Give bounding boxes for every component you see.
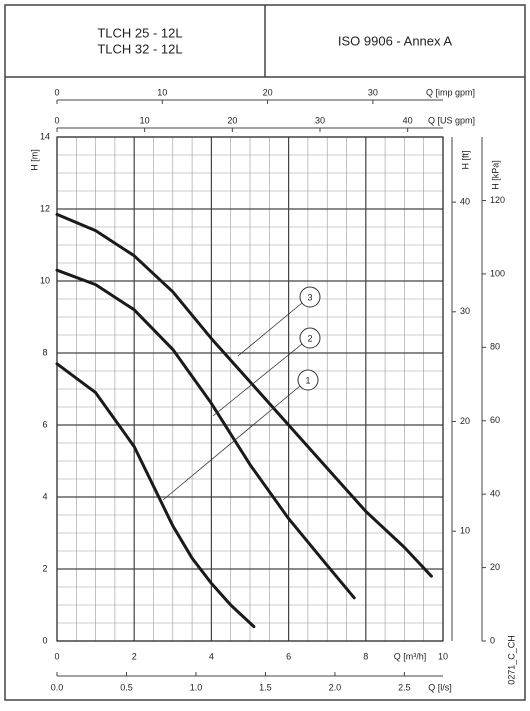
leader-line (237, 302, 303, 357)
tick-label: 0 (54, 87, 59, 97)
pump-curve (55, 212, 433, 578)
x-tick-label: 2 (132, 651, 137, 661)
tick-label: 30 (460, 306, 470, 316)
pump-curve (55, 362, 256, 629)
axis-label: H [ft] (460, 150, 470, 169)
leader-line (162, 385, 301, 501)
y-tick-label: 2 (42, 563, 47, 573)
y-tick-label: 8 (42, 347, 47, 357)
tick-label: 30 (368, 87, 378, 97)
axis-label: Q [US gpm] (428, 115, 475, 125)
model: TLCH 32 - 12L (97, 41, 182, 56)
y-tick-label: 0 (42, 635, 47, 645)
tick-label: 40 (460, 196, 470, 206)
y-axis-label: H [m] (29, 149, 39, 171)
model: TLCH 25 - 12L (97, 25, 182, 40)
callout-circle (299, 327, 321, 349)
plot-frame (56, 136, 444, 642)
x-axis-label: Q [m³/h] (394, 651, 427, 661)
curve-label: 2 (307, 333, 312, 343)
axis-label: Q [imp gpm] (426, 87, 475, 97)
code: 0271_C_CH (506, 635, 516, 685)
tick-label: 20 (263, 87, 273, 97)
tick-label: 20 (227, 115, 237, 125)
tick-label: 2.0 (329, 682, 342, 692)
tick-label: 0.0 (51, 682, 64, 692)
callout-circle (297, 369, 319, 391)
tick-label: 100 (490, 268, 505, 278)
standard: ISO 9906 - Annex A (338, 33, 453, 48)
tick-label: 20 (490, 562, 500, 572)
y-tick-label: 10 (40, 275, 50, 285)
tick-label: 30 (315, 115, 325, 125)
tick-label: 20 (460, 416, 470, 426)
x-tick-label: 6 (286, 651, 291, 661)
y-tick-label: 6 (42, 419, 47, 429)
y-tick-label: 12 (40, 203, 50, 213)
tick-label: 40 (490, 489, 500, 499)
x-tick-label: 10 (438, 651, 448, 661)
curve-label: 1 (305, 375, 310, 385)
tick-label: 0 (54, 115, 59, 125)
tick-label: 80 (490, 342, 500, 352)
tick-label: 10 (157, 87, 167, 97)
tick-label: 1.0 (190, 682, 203, 692)
axis-label: Q [l/s] (428, 682, 452, 692)
tick-label: 0 (490, 635, 495, 645)
callout-circle (299, 286, 321, 308)
x-tick-label: 8 (363, 651, 368, 661)
tick-label: 40 (403, 115, 413, 125)
pump-curve (55, 268, 356, 600)
tick-label: 1.5 (259, 682, 272, 692)
tick-label: 2.5 (398, 682, 411, 692)
x-tick-label: 4 (209, 651, 214, 661)
tick-label: 120 (490, 195, 505, 205)
tick-label: 60 (490, 415, 500, 425)
tick-label: 10 (460, 526, 470, 536)
tick-label: 0.5 (120, 682, 133, 692)
curve-label: 3 (307, 292, 312, 302)
y-tick-label: 4 (42, 491, 47, 501)
tick-label: 10 (140, 115, 150, 125)
x-tick-label: 0 (54, 651, 59, 661)
y-tick-label: 14 (40, 131, 50, 141)
axis-label: H [kPa] (490, 160, 500, 190)
leader-line (212, 343, 303, 417)
